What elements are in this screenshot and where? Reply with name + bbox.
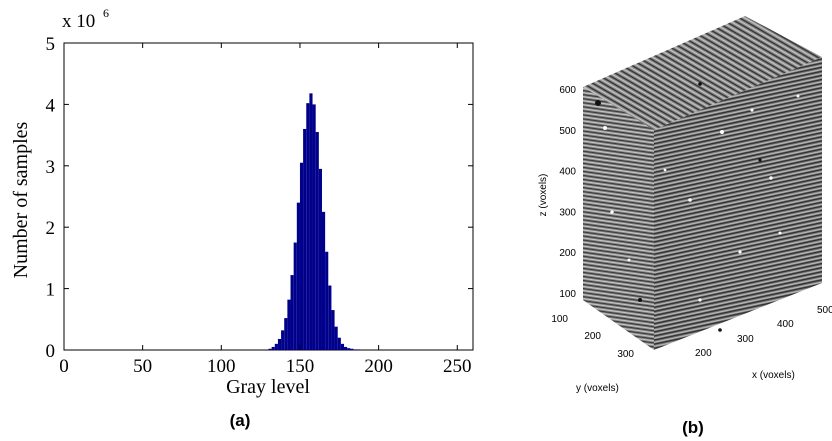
histogram-bar [293,242,297,350]
x-tick-label: 50 [133,356,152,377]
volume-dark-spots [595,82,762,332]
histogram-bar [331,310,335,350]
y-tick-label: 100 [551,314,568,325]
histogram-bar [277,338,282,350]
y-tick-label: 1 [46,280,56,301]
histogram-bar [337,337,341,350]
volume-z-ticks: 100 200 300 400 500 600 [559,85,576,300]
histogram-bar [290,275,294,350]
panel-b-label: (b) [682,418,704,437]
y-tick-label: 3 [46,157,56,178]
histogram-bar [334,326,338,350]
x-tick-label: 500 [817,305,832,316]
volume-x-axis-label: x (voxels) [752,370,795,381]
volume-speckles [603,94,800,302]
y-tick-label: 300 [617,349,634,360]
histogram-bar [315,132,319,350]
x-tick-label: 400 [777,319,794,330]
histogram-bar [318,168,322,350]
histogram-bar [306,103,310,350]
volume-x-ticks: 200 300 400 500 [695,305,832,359]
histogram-bar [350,348,354,350]
histogram-x-axis-label: Gray level [226,376,310,398]
histogram-bar [303,128,307,350]
histogram-bar [268,348,272,350]
volume-top-face [583,16,822,130]
histogram-bar [287,299,291,350]
volume-y-ticks: 100 200 300 [551,314,634,360]
histogram-bar [271,346,275,350]
histogram-bar [296,202,300,350]
volume-y-axis-label: y (voxels) [576,383,619,394]
histogram-bar [340,343,345,350]
x-tick-label: 250 [443,356,472,377]
volume-z-axis-label: z (voxels) [538,174,549,217]
x-tick-label: 150 [286,356,315,377]
histogram-plot-frame [63,42,474,351]
y-multiplier-exponent: 6 [103,6,109,20]
histogram-y-ticks: 0 1 2 3 4 5 [46,34,473,362]
histogram-panel: 0 50 100 150 200 250 0 1 2 3 4 5 x 10 6 Gray level… [10,6,474,430]
histogram-bar [353,349,357,350]
y-tick-label: 200 [584,331,601,342]
histogram-bar [284,318,288,350]
y-tick-label: 4 [46,95,56,116]
z-tick-label: 300 [559,207,576,218]
volume-front-face [583,87,654,350]
histogram-y-axis-label: Number of samples [10,121,32,278]
histogram-bar [356,349,360,350]
histogram-bar [312,104,316,351]
x-tick-label: 0 [59,356,69,377]
x-tick-label: 300 [737,334,754,345]
x-tick-label: 200 [364,356,393,377]
z-tick-label: 200 [559,248,576,259]
histogram-bar [281,330,285,350]
y-multiplier-label: x 10 [62,11,95,32]
y-tick-label: 5 [46,34,56,55]
panel-a-label: (a) [230,411,251,430]
x-tick-label: 200 [695,348,712,359]
x-tick-label: 100 [207,356,236,377]
histogram-x-ticks: 0 50 100 150 200 250 [59,43,472,377]
volume-side-face [654,57,822,350]
z-tick-label: 500 [559,126,576,137]
volume-panel: 100 200 300 400 500 600 100 200 300 200 300 400 50… [538,16,832,437]
z-tick-label: 100 [559,289,576,300]
histogram-bar [347,348,351,350]
z-tick-label: 400 [559,167,576,178]
histogram-bars [268,93,360,351]
histogram-bar [344,346,348,350]
histogram-bar [299,162,304,350]
z-tick-label: 600 [559,85,576,96]
histogram-bar [328,285,332,350]
y-tick-label: 0 [46,341,56,362]
histogram-bar [321,211,326,350]
y-tick-label: 2 [46,218,56,239]
histogram-bar [325,251,329,350]
histogram-bar [274,343,278,350]
histogram-bar [309,93,313,351]
